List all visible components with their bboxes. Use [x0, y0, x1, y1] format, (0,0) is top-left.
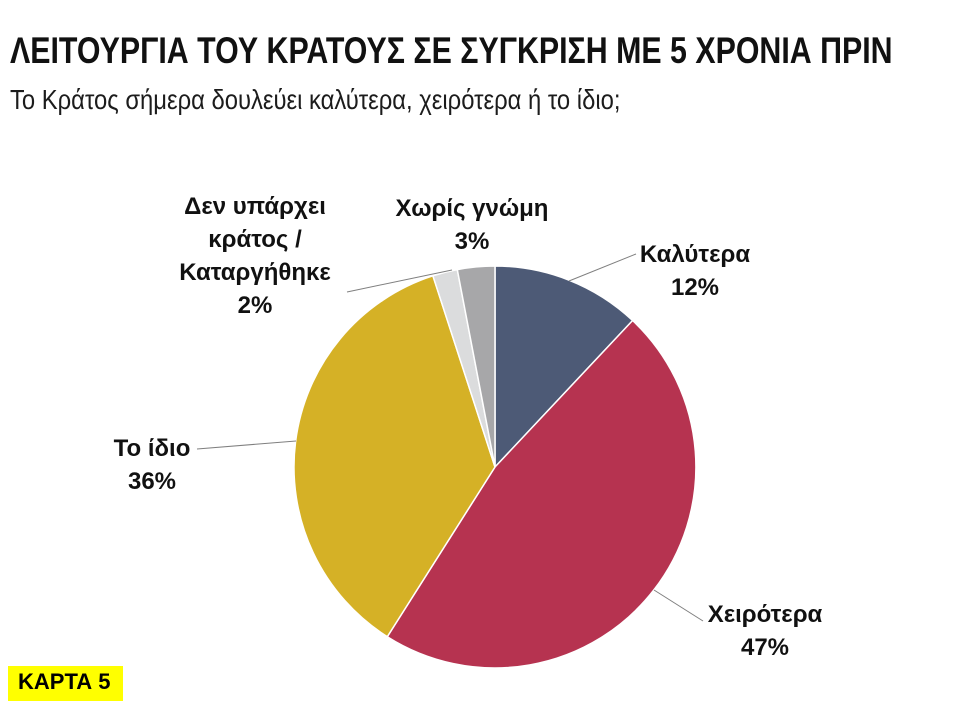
- pie-label-kalytera: Καλύτερα 12%: [615, 238, 775, 304]
- pie-label-den-yparxei-pct: 2%: [237, 292, 273, 319]
- pie-slices: [293, 265, 697, 669]
- pie-label-xeirotera: Χειρότερα 47%: [685, 598, 845, 664]
- pie-label-kalytera-text: Καλύτερα: [639, 241, 751, 268]
- pie-slice-xeirotera: [386, 319, 697, 669]
- leader-line-xeirotera: [653, 589, 704, 622]
- pie-label-den-yparxei-text: Δεν υπάρχει κράτος / Καταργήθηκε: [179, 193, 331, 286]
- pie-label-xoris-gnomi-text: Χωρίς γνώμη: [395, 195, 549, 222]
- leader-line-kalytera: [568, 253, 637, 282]
- pie-label-kalytera-pct: 12%: [670, 274, 720, 301]
- leader-line-den-yparxei: [346, 269, 453, 293]
- leader-line-to-idio: [196, 440, 297, 450]
- pie-label-xoris-gnomi-pct: 3%: [454, 228, 490, 255]
- slide-subtitle: Το Κράτος σήμερα δουλεύει καλύτερα, χειρ…: [10, 84, 621, 115]
- pie-label-xeirotera-text: Χειρότερα: [707, 601, 823, 628]
- pie-slice-kalytera: [494, 265, 634, 469]
- pie-label-den-yparxei: Δεν υπάρχει κράτος / Καταργήθηκε 2%: [160, 190, 350, 322]
- pie-label-to-idio-pct: 36%: [127, 468, 177, 495]
- pie-label-xeirotera-pct: 47%: [740, 634, 790, 661]
- slide-title: ΛΕΙΤΟΥΡΓΙΑ ΤΟΥ ΚΡΑΤΟΥΣ ΣΕ ΣΥΓΚΡΙΣΗ ΜΕ 5 …: [10, 30, 893, 71]
- pie-label-xoris-gnomi: Χωρίς γνώμη 3%: [382, 192, 562, 258]
- pie-label-to-idio-text: Το ίδιο: [113, 435, 191, 462]
- card-badge: ΚΑΡΤΑ 5: [8, 666, 123, 701]
- pie-slice-xoris-gnomi: [456, 265, 496, 468]
- pie-label-to-idio: Το ίδιο 36%: [72, 432, 232, 498]
- leader-lines: [196, 253, 704, 622]
- pie-slice-to-idio: [293, 274, 496, 638]
